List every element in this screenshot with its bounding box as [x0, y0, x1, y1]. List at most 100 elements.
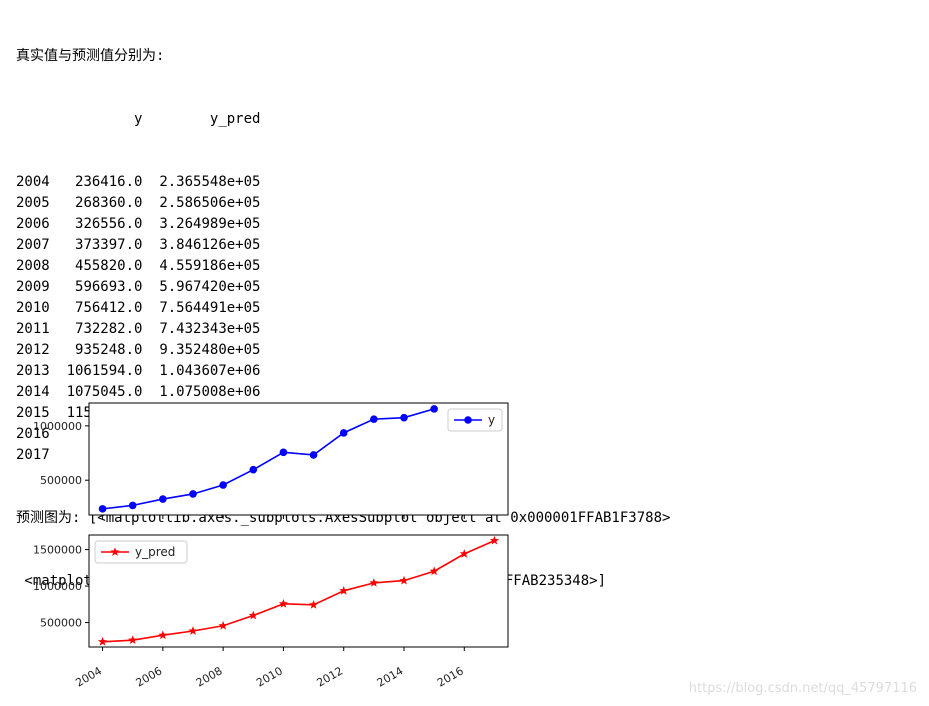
data-point	[279, 448, 288, 457]
y-tick-label: 1500000	[33, 544, 82, 557]
y-tick-label: 500000	[40, 474, 82, 487]
table-row: 2004 236416.0 2.365548e+05	[16, 172, 670, 193]
data-point	[188, 626, 198, 635]
y-tick-label: 1000000	[33, 580, 82, 593]
watermark: https://blog.csdn.net/qq_45797116	[688, 681, 917, 696]
data-point	[189, 490, 197, 498]
row-y: 596693.0	[75, 279, 143, 295]
row-y: 732282.0	[75, 321, 143, 337]
row-y: 268360.0	[75, 195, 143, 211]
row-y-pred: 2.365548e+05	[159, 174, 261, 190]
row-y-pred: 3.846126e+05	[159, 237, 261, 253]
table-row: 2013 1061594.0 1.043607e+06	[16, 361, 670, 382]
x-tick-label: 2010	[254, 664, 285, 689]
table-row: 2008 455820.0 4.559186e+05	[16, 256, 670, 277]
row-year: 2013	[16, 363, 50, 379]
row-year: 2009	[16, 279, 50, 295]
console-title: 真实值与预测值分别为:	[16, 48, 165, 64]
data-point	[128, 635, 138, 645]
row-year: 2017	[16, 447, 50, 463]
table-row: 2005 268360.0 2.586506e+05	[16, 193, 670, 214]
header-index-space	[16, 111, 134, 127]
row-y: 326556.0	[75, 216, 143, 232]
row-y: 236416.0	[75, 174, 143, 190]
data-point	[309, 451, 318, 459]
table-row: 2011 732282.0 7.432343e+05	[16, 319, 670, 340]
legend-marker	[110, 547, 120, 556]
data-point	[400, 413, 408, 422]
data-point	[370, 415, 378, 423]
row-y-pred: 4.559186e+05	[159, 258, 261, 274]
table-row: 2012 935248.0 9.352480e+05	[16, 340, 670, 361]
series-line-y_pred	[102, 539, 495, 643]
row-y-pred: 2.586506e+05	[159, 195, 261, 211]
x-tick-label: 2012	[314, 664, 345, 689]
row-year: 2011	[16, 321, 50, 337]
row-y-pred: 7.564491e+05	[159, 300, 261, 316]
row-y: 1061594.0	[66, 363, 143, 379]
row-year: 2007	[16, 237, 50, 253]
data-point	[98, 636, 108, 646]
x-tick-label: 2014	[375, 664, 406, 689]
data-point	[369, 578, 379, 587]
row-year: 2012	[16, 342, 50, 358]
series-line-y	[102, 408, 435, 510]
table-row: 2007 373397.0 3.846126e+05	[16, 235, 670, 256]
table-row: 2014 1075045.0 1.075008e+06	[16, 382, 670, 403]
row-y-pred: 1.075008e+06	[159, 384, 261, 400]
row-y-pred: 1.043607e+06	[159, 363, 261, 379]
data-point	[98, 505, 107, 513]
data-point	[219, 481, 227, 489]
data-point	[159, 495, 167, 503]
row-year: 2014	[16, 384, 50, 400]
row-y: 1075045.0	[66, 384, 143, 400]
data-point	[278, 599, 288, 608]
x-tick-label: 2008	[194, 664, 225, 689]
table-header: y y_pred	[16, 109, 670, 130]
x-tick-label: 2016	[435, 664, 466, 689]
data-point	[309, 600, 319, 609]
data-point	[249, 465, 258, 474]
table-row: 2006 326556.0 3.264989e+05	[16, 214, 670, 235]
table-row: 2009 596693.0 5.967420e+05	[16, 277, 670, 298]
row-year: 2015	[16, 405, 50, 421]
data-point	[248, 610, 258, 620]
data-point	[339, 429, 348, 437]
data-point	[128, 501, 137, 510]
data-point	[430, 405, 438, 413]
row-y-pred: 3.264989e+05	[159, 216, 261, 232]
data-point	[399, 575, 409, 585]
x-tick-label: 2006	[134, 664, 165, 689]
row-y: 935248.0	[75, 342, 143, 358]
x-tick-label: 2004	[73, 664, 104, 689]
row-y: 756412.0	[75, 300, 143, 316]
legend-label: y_pred	[135, 545, 175, 559]
row-year: 2010	[16, 300, 50, 316]
row-y-pred: 7.432343e+05	[159, 321, 261, 337]
prediction-chart: 500000 1000000 y 500000 1000000 1500000 2004 20…	[33, 402, 509, 690]
row-y: 373397.0	[75, 237, 143, 253]
data-point	[158, 630, 168, 640]
row-year: 2005	[16, 195, 50, 211]
legend-label: y	[488, 413, 495, 427]
y-tick-label: 500000	[40, 617, 82, 630]
row-year: 2006	[16, 216, 50, 232]
data-point	[489, 535, 499, 545]
legend-marker	[464, 416, 472, 424]
table-row: 2010 756412.0 7.564491e+05	[16, 298, 670, 319]
row-year: 2016	[16, 426, 50, 442]
y-tick-label: 1000000	[33, 420, 82, 433]
row-y-pred: 9.352480e+05	[159, 342, 261, 358]
table-rows: 2004 236416.0 2.365548e+05 2005 268360.0 …	[16, 172, 670, 466]
data-point	[429, 566, 439, 576]
row-year: 2008	[16, 258, 50, 274]
data-point	[339, 586, 349, 595]
legend-box	[94, 540, 188, 564]
data-point	[459, 549, 469, 558]
data-point	[218, 620, 228, 630]
header-y: y	[134, 111, 143, 127]
row-y: 455820.0	[75, 258, 143, 274]
header-y-pred: y_pred	[209, 111, 261, 127]
row-y-pred: 5.967420e+05	[159, 279, 261, 295]
row-year: 2004	[16, 174, 50, 190]
